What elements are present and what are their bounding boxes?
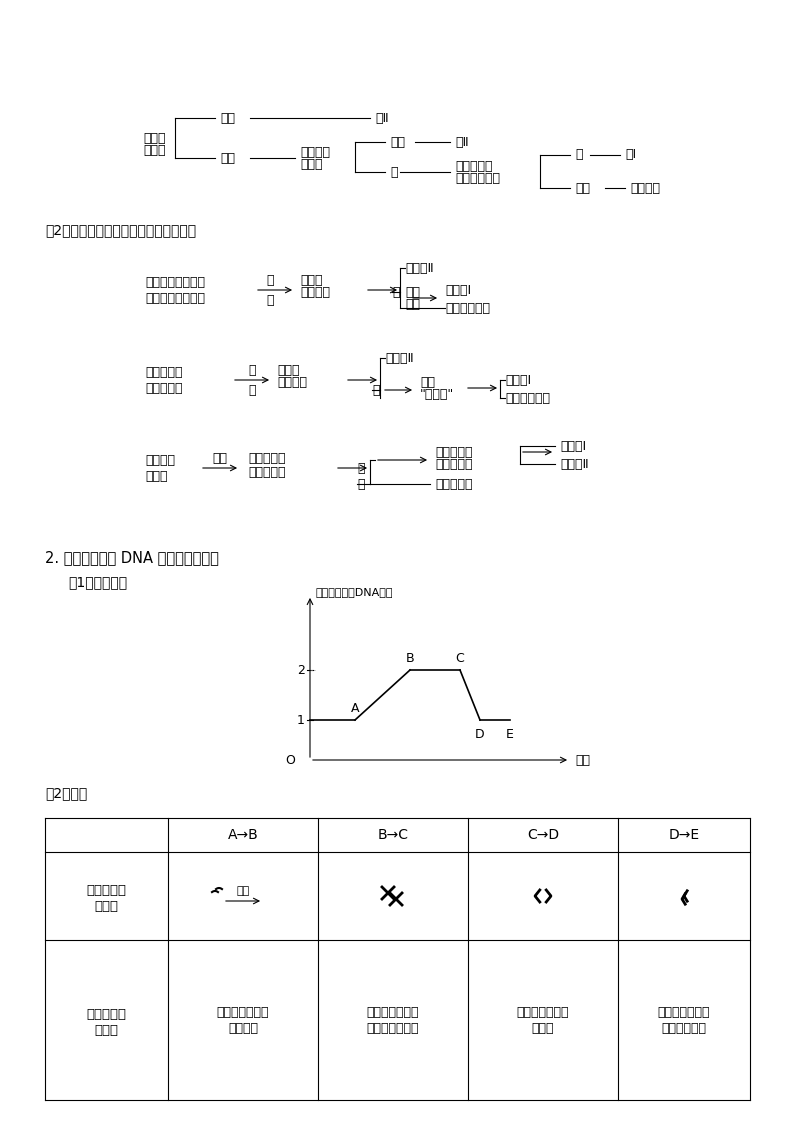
Text: 二看同源: 二看同源 [300,146,330,158]
Text: 有：减Ⅰ: 有：减Ⅰ [505,374,531,386]
Text: 的后期和末期: 的后期和末期 [661,1022,707,1034]
Text: 一看染: 一看染 [144,131,166,145]
Text: 向两极: 向两极 [145,469,168,483]
Text: A→B: A→B [228,828,258,842]
Text: 色体数: 色体数 [144,144,166,156]
Text: 是否: 是否 [405,285,420,299]
Text: 减Ⅰ: 减Ⅰ [625,148,636,162]
Text: 1: 1 [297,713,305,727]
Text: 源染色体: 源染色体 [277,375,307,389]
Text: 否：减Ⅱ: 否：减Ⅱ [560,457,588,471]
Text: 在赤道板上: 在赤道板上 [145,382,183,394]
Text: 同源染色体: 同源染色体 [248,466,286,478]
Text: 有: 有 [392,285,399,299]
Text: 前的间期: 前的间期 [228,1022,258,1034]
Text: A: A [351,702,359,714]
Text: 染色体排列: 染色体排列 [145,365,183,378]
Text: 减数分裂对: 减数分裂对 [87,1008,126,1022]
Text: 每一极有无: 每一极有无 [248,451,286,465]
Text: 减数第一次分裂: 减数第一次分裂 [217,1005,269,1019]
Text: 奇数: 奇数 [220,111,235,125]
Text: 偶数: 偶数 [220,152,235,164]
Text: B→C: B→C [377,828,408,842]
Text: 否：有丝分裂: 否：有丝分裂 [445,301,490,314]
Text: （2）分析: （2）分析 [45,786,87,800]
Text: C→D: C→D [527,828,559,842]
Text: 有: 有 [575,148,583,162]
Text: 无：有丝分裂: 无：有丝分裂 [505,392,550,404]
Text: 源染色体: 源染色体 [300,285,330,299]
Text: C: C [456,651,464,665]
Text: 无：减Ⅱ: 无：减Ⅱ [385,351,414,365]
Text: 是：减Ⅰ: 是：减Ⅰ [445,283,471,296]
Text: 减Ⅱ: 减Ⅱ [455,136,468,148]
Text: 每条染色体上DNA含量: 每条染色体上DNA含量 [315,587,392,597]
Text: 减数第一次分裂: 减数第一次分裂 [367,1005,419,1019]
Text: 色体联会行为: 色体联会行为 [455,173,500,185]
Text: D: D [475,728,485,740]
Text: 减数第二次分裂: 减数第二次分裂 [657,1005,711,1019]
Text: O: O [285,754,295,767]
Text: 染色体: 染色体 [300,157,322,171]
Text: 无: 无 [357,462,364,475]
Text: 三看同源染: 三看同源染 [455,161,492,173]
Text: 有: 有 [357,477,364,491]
Text: 的后期: 的后期 [532,1022,554,1034]
Text: 妹染色单体: 妹染色单体 [435,457,472,471]
Text: 有: 有 [390,165,398,179]
Text: 前: 前 [266,274,274,286]
Text: （2）结合染色体的行为与形态进行判断: （2）结合染色体的行为与形态进行判断 [45,223,196,237]
Text: 应时期: 应时期 [94,1023,118,1037]
Text: B: B [406,651,414,665]
Text: 无：减Ⅱ: 无：减Ⅱ [405,262,434,274]
Text: 减数第二次分裂: 减数第二次分裂 [517,1005,569,1019]
Text: 后期: 后期 [213,451,228,465]
Text: 有无: 有无 [420,375,435,389]
Text: ：有丝分裂: ：有丝分裂 [435,477,472,491]
Text: 是否存在姐: 是否存在姐 [435,446,472,458]
Text: 减Ⅱ: 减Ⅱ [375,111,388,125]
Text: 联会: 联会 [405,298,420,310]
Text: 排列在纺锤体中央: 排列在纺锤体中央 [145,292,205,304]
Text: D→E: D→E [669,828,700,842]
Text: 2. 每条染色体中 DNA 的数目变化分析: 2. 每条染色体中 DNA 的数目变化分析 [45,550,219,566]
Text: E: E [506,728,514,740]
Text: 染色体相对散乱，: 染色体相对散乱， [145,275,205,289]
Text: 2: 2 [297,664,305,676]
Text: 有无同: 有无同 [277,364,299,376]
Text: 染色体的变: 染色体的变 [87,885,126,897]
Text: 有: 有 [372,383,380,396]
Text: 时期: 时期 [575,754,590,767]
Text: 期: 期 [249,383,256,396]
Text: 化特点: 化特点 [94,900,118,913]
Text: 没有: 没有 [390,136,405,148]
Text: 没有: 没有 [575,182,590,194]
Text: 中: 中 [249,364,256,376]
Text: 是：减Ⅰ: 是：减Ⅰ [560,439,586,453]
Text: 复制: 复制 [237,886,249,896]
Text: 期: 期 [266,293,274,307]
Text: （1）曲线模型: （1）曲线模型 [68,575,127,588]
Text: "四分体": "四分体" [420,387,454,401]
Text: 有丝分裂: 有丝分裂 [630,182,660,194]
Text: 全过程和减数第: 全过程和减数第 [367,1022,419,1034]
Text: 有无同: 有无同 [300,274,322,286]
Text: 染色体移: 染色体移 [145,454,175,466]
